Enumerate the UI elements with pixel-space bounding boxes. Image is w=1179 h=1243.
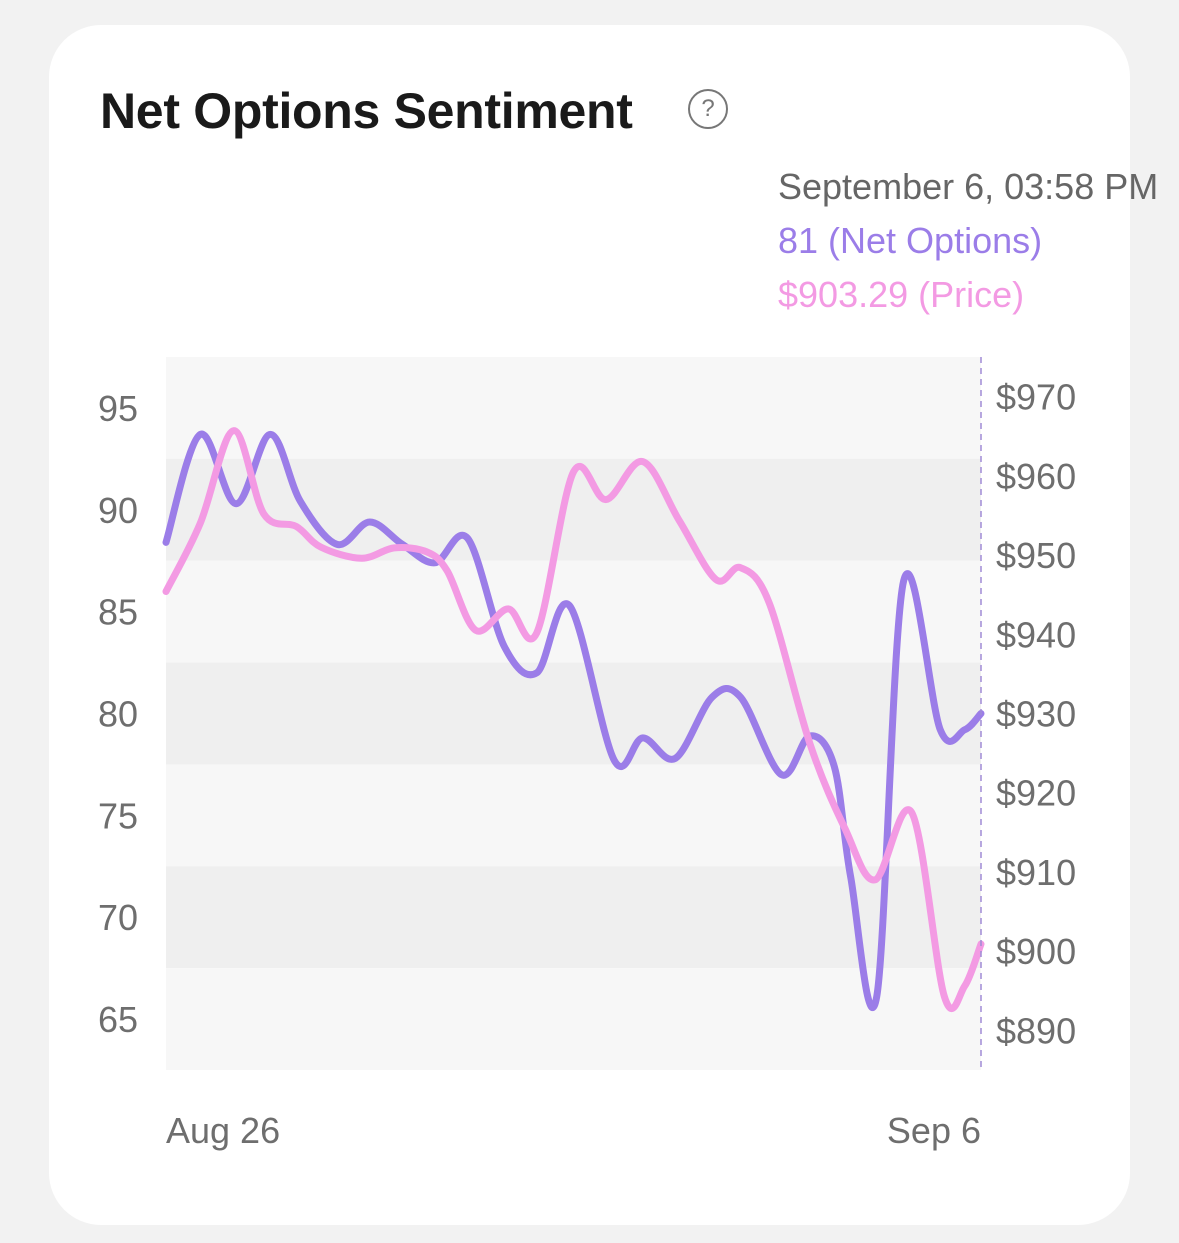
plot-background-bands — [166, 357, 981, 1070]
left-tick-label: 70 — [98, 897, 138, 938]
series-lines — [162, 427, 985, 1012]
x-tick-label-start: Aug 26 — [166, 1110, 280, 1151]
left-tick-label: 65 — [98, 999, 138, 1040]
price-line — [162, 427, 985, 1012]
plot-band — [166, 662, 981, 765]
left-axis-ticks: 95 90 85 80 75 70 65 — [98, 388, 138, 1040]
right-axis-ticks: $970 $960 $950 $940 $930 $920 $910 $900 $890 — [996, 377, 1076, 1052]
tooltip-price: $903.29 (Price) — [778, 274, 1025, 315]
chart-title: Net Options Sentiment — [100, 83, 633, 139]
x-axis-ticks: Aug 26 Sep 6 — [166, 1110, 981, 1151]
right-tick-label: $960 — [996, 456, 1076, 497]
left-tick-label: 80 — [98, 694, 138, 735]
right-tick-label: $910 — [996, 852, 1076, 893]
plot-band — [166, 968, 981, 1070]
right-tick-label: $890 — [996, 1010, 1076, 1051]
x-tick-label-end: Sep 6 — [887, 1110, 981, 1151]
plot-band — [166, 866, 981, 969]
right-tick-label: $930 — [996, 694, 1076, 735]
left-tick-label: 85 — [98, 592, 138, 633]
right-tick-label: $970 — [996, 377, 1076, 418]
left-tick-label: 90 — [98, 490, 138, 531]
plot-band — [166, 357, 981, 459]
tooltip-date: September 6, 03:58 PM — [778, 166, 1159, 207]
plot-band — [166, 764, 981, 867]
right-tick-label: $950 — [996, 535, 1076, 576]
right-tick-label: $920 — [996, 773, 1076, 814]
hover-tooltip: September 6, 03:58 PM 81 (Net Options) $… — [778, 164, 1158, 326]
left-tick-label: 75 — [98, 795, 138, 836]
right-tick-label: $940 — [996, 614, 1076, 655]
right-tick-label: $900 — [996, 931, 1076, 972]
left-tick-label: 95 — [98, 388, 138, 429]
net-options-line — [162, 430, 985, 1011]
question-circle-icon[interactable]: ? — [688, 89, 728, 129]
tooltip-net-options: 81 (Net Options) — [778, 220, 1043, 261]
